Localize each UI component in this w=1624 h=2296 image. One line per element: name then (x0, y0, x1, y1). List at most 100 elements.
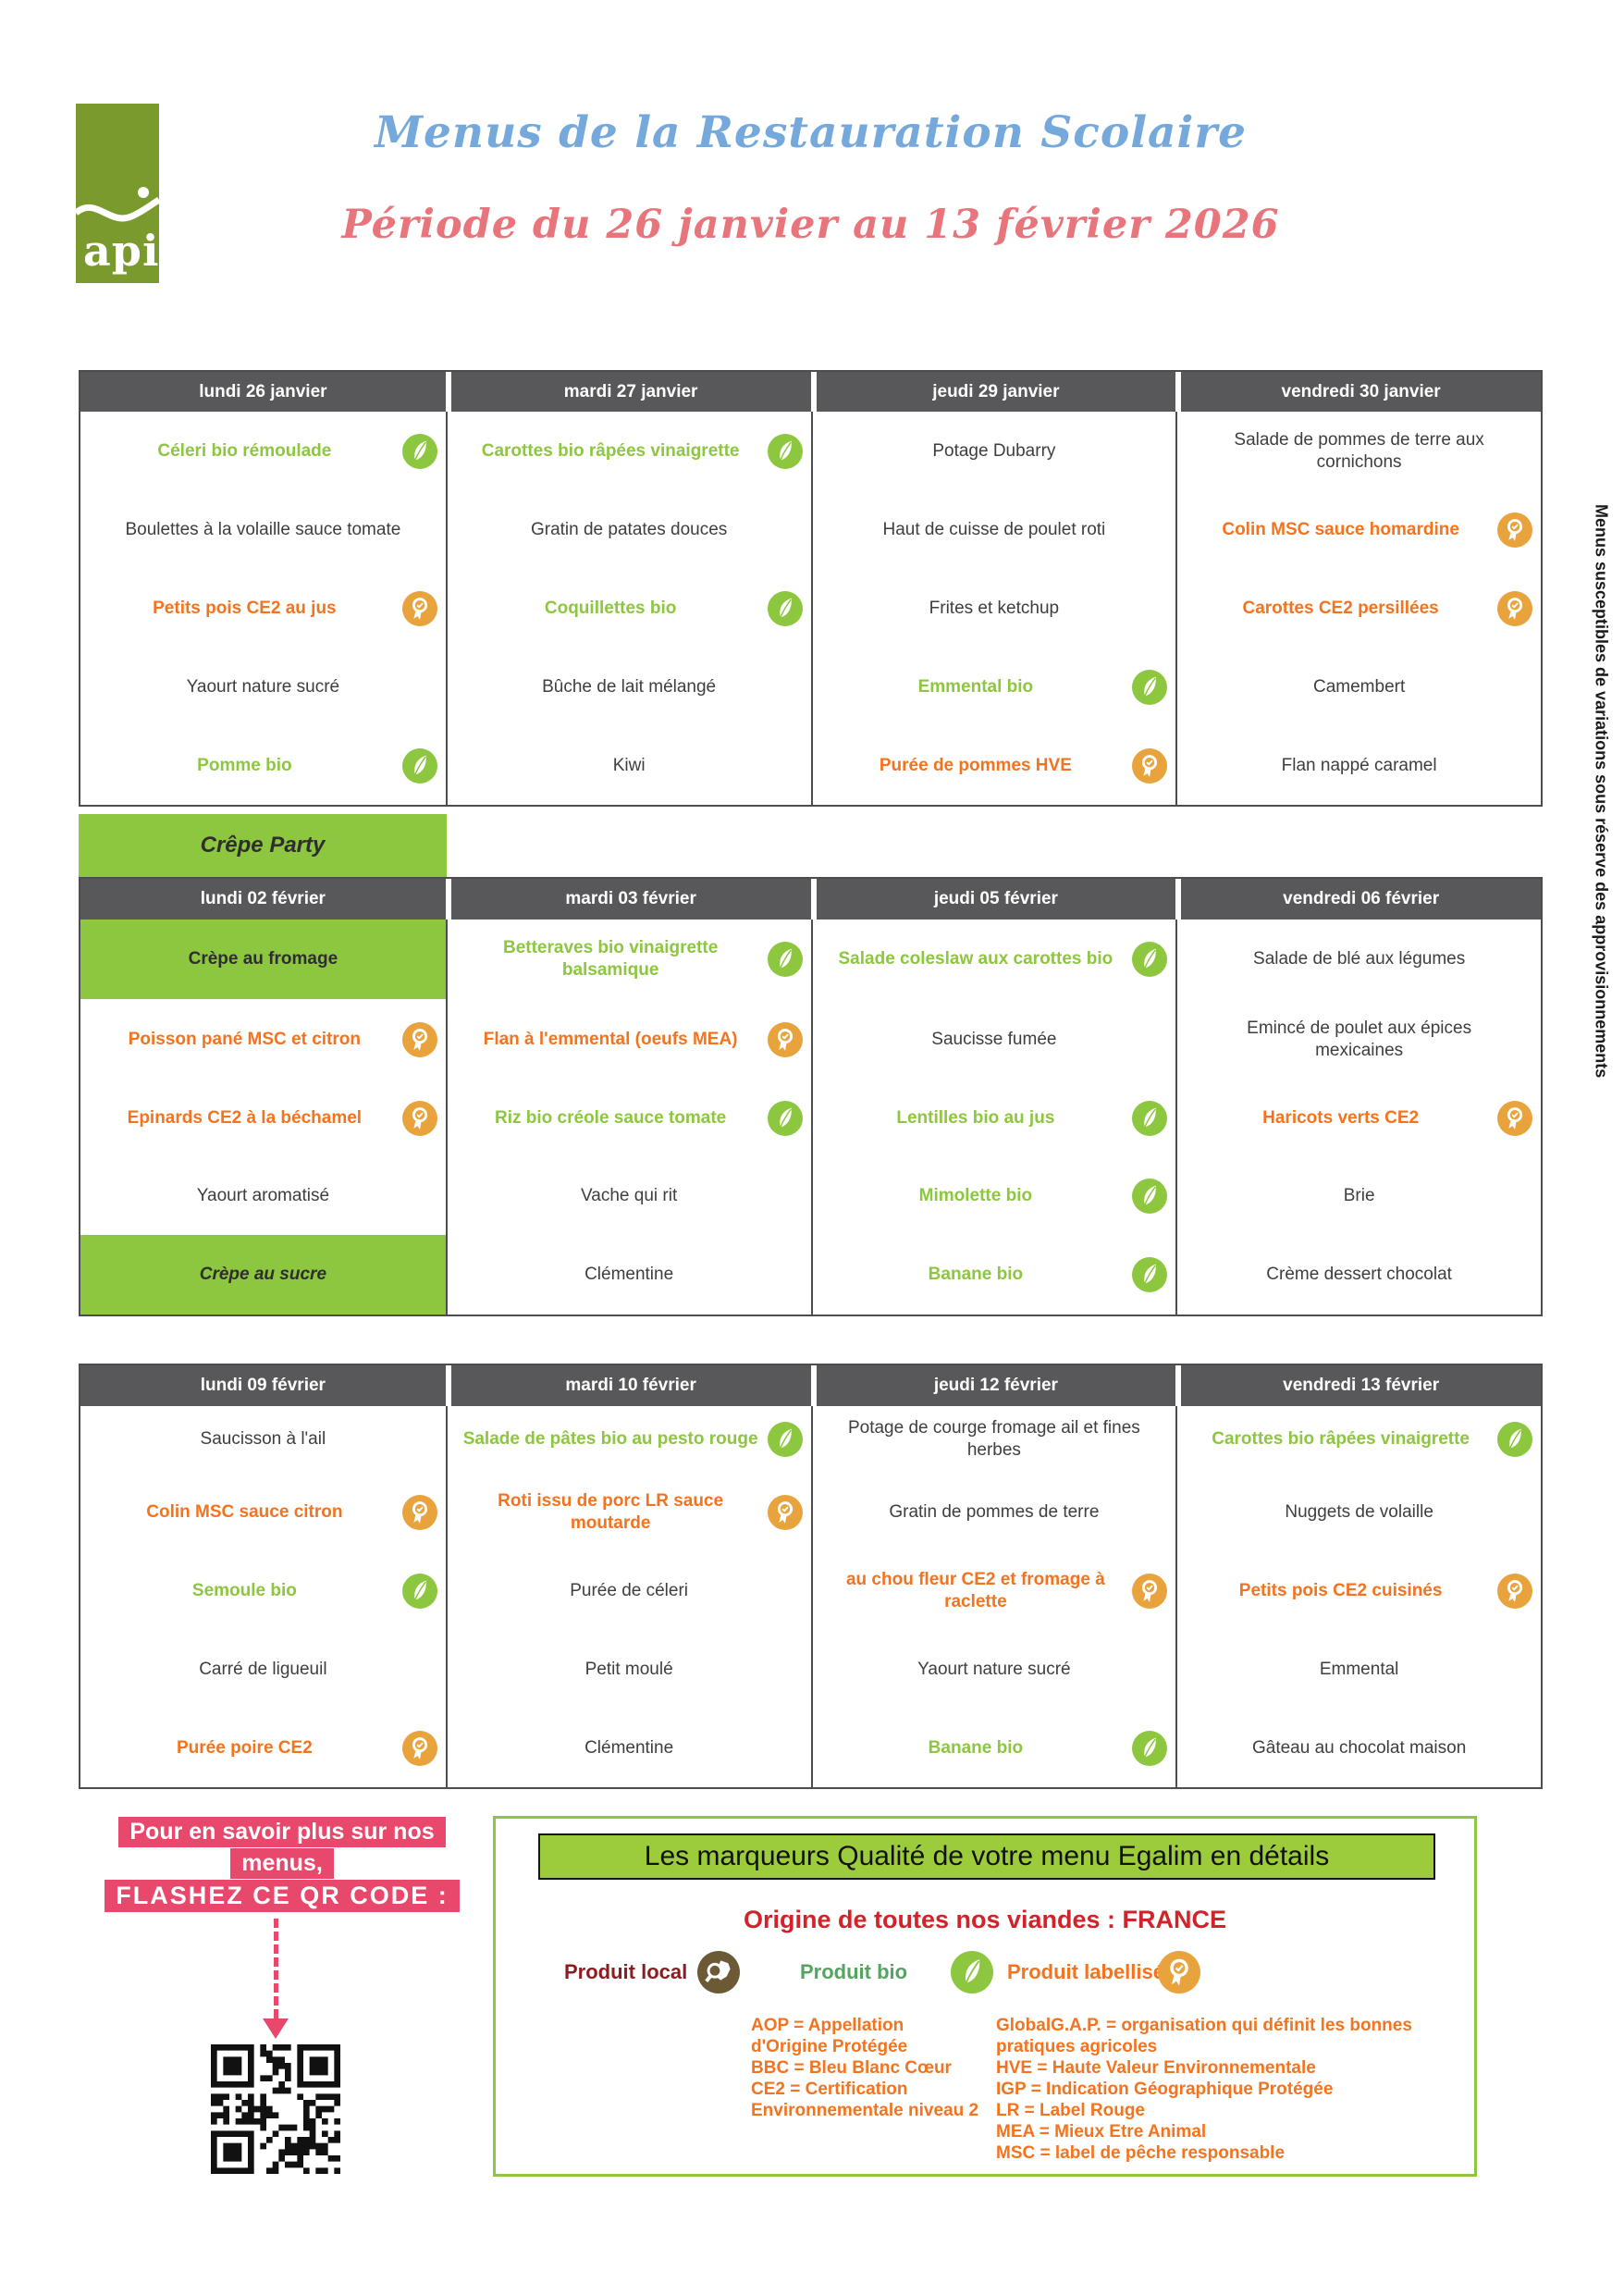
menu-item: Pomme bio (80, 726, 446, 805)
menu-item: Carottes CE2 persillées (1175, 569, 1541, 648)
menu-item: Kiwi (445, 726, 811, 805)
legend-definition-line: LR = Label Rouge (996, 2101, 1145, 2120)
day-header: mardi 10 février (445, 1365, 811, 1406)
bio-leaf-icon (1132, 1257, 1168, 1292)
menu-item: Carottes bio râpées vinaigrette (1175, 1406, 1541, 1473)
legend-definition-line: IGP = Indication Géographique Protégée (996, 2080, 1334, 2099)
bio-leaf-icon (767, 590, 803, 626)
menu-item-label: Salade de pâtes bio au pesto rouge (462, 1429, 758, 1450)
menu-item-label: Flan à l'emmental (oeufs MEA) (483, 1029, 738, 1049)
week-table-1: lundi 26 janvier Céleri bio rémoulade Bou… (79, 370, 1543, 807)
menu-item-label: Crèpe au sucre (199, 1265, 327, 1285)
menu-item-label: Petit moulé (584, 1659, 673, 1679)
menu-item: Purée de céleri (445, 1551, 811, 1630)
menu-item: Betteraves bio vinaigrette balsamique (445, 920, 811, 999)
menu-item: Flan nappé caramel (1175, 726, 1541, 805)
qr-callout-line3: FLASHEZ CE QR CODE : (105, 1880, 460, 1912)
qr-code (211, 2044, 340, 2174)
menu-item: Colin MSC sauce homardine (1175, 490, 1541, 569)
day-header: mardi 27 janvier (445, 372, 811, 412)
menu-item: Yaourt aromatisé (80, 1156, 446, 1235)
bio-leaf-icon (767, 942, 803, 977)
menu-item: Epinards CE2 à la béchamel (80, 1080, 446, 1156)
menu-item-label: Lentilles bio au jus (896, 1107, 1055, 1128)
menu-item: Mimolette bio (810, 1156, 1176, 1235)
legend-definition-line: CE2 = Certification (751, 2080, 908, 2099)
menu-item-label: Carottes bio râpées vinaigrette (1212, 1429, 1470, 1450)
legend-definition-line: MEA = Mieux Etre Animal (996, 2122, 1207, 2142)
menu-item-label: au chou fleur CE2 et fromage à raclette (845, 1569, 1105, 1611)
bio-leaf-icon (401, 747, 437, 784)
menu-item: Petit moulé (445, 1630, 811, 1709)
menu-item: Potage Dubarry (810, 412, 1176, 490)
day-header: mardi 03 février (445, 879, 811, 920)
day-header: lundi 09 février (80, 1365, 446, 1406)
legend-definitions-col2: GlobalG.A.P. = organisation qui définit … (996, 2015, 1412, 2164)
menu-item-label: Emmental (1319, 1659, 1399, 1679)
label-medal-icon (401, 1494, 437, 1530)
menu-item: Petits pois CE2 au jus (80, 569, 446, 648)
menu-item-label: Betteraves bio vinaigrette balsamique (502, 938, 719, 980)
menu-item-label: Carottes CE2 persillées (1242, 598, 1439, 618)
day-header: lundi 26 janvier (80, 372, 446, 412)
day-header: lundi 02 février (80, 879, 446, 920)
menu-item: Carré de ligueuil (80, 1630, 446, 1709)
menu-item: Roti issu de porc LR sauce moutarde (445, 1473, 811, 1551)
bio-leaf-icon (767, 433, 803, 469)
menu-item: Saucisse fumée (810, 999, 1176, 1080)
menu-item: Emincé de poulet aux épices mexicaines (1175, 999, 1541, 1080)
label-medal-icon (1132, 747, 1168, 784)
menu-item-label: Semoule bio (191, 1580, 297, 1600)
menu-item: Frites et ketchup (810, 569, 1176, 648)
menu-item: au chou fleur CE2 et fromage à raclette (810, 1551, 1176, 1630)
menu-item: Clémentine (445, 1709, 811, 1787)
menu-item: Salade coleslaw aux carottes bio (810, 920, 1176, 999)
label-medal-icon (1497, 590, 1532, 626)
menu-item: Purée de pommes HVE (810, 726, 1176, 805)
menu-item-label: Crèpe au fromage (188, 949, 338, 969)
menu-item-label: Mimolette bio (918, 1185, 1033, 1205)
label-medal-icon (401, 1730, 437, 1766)
menu-item-label: Haricots verts CE2 (1262, 1107, 1420, 1128)
legend-markers: Produit local Produit bio Produit labell… (496, 1950, 1474, 1994)
logo-text: api (83, 226, 160, 276)
menu-item: Gratin de pommes de terre (810, 1473, 1176, 1551)
label-medal-icon (401, 590, 437, 626)
legend-definition-line: MSC = label de pêche responsable (996, 2143, 1286, 2163)
legend-definitions-col1: AOP = Appellation d'Origine Protégée BBC =… (751, 2015, 978, 2121)
label-medal-icon (767, 1494, 803, 1530)
bio-leaf-icon (767, 1100, 803, 1136)
menu-item-label: Nuggets de volaille (1285, 1501, 1433, 1522)
bio-leaf-icon (1132, 942, 1168, 977)
menu-item-label: Colin MSC sauce citron (146, 1501, 343, 1522)
day-header: jeudi 29 janvier (810, 372, 1176, 412)
menu-item-label: Yaourt nature sucré (917, 1659, 1071, 1679)
legend-definition-line: pratiques agricoles (996, 2037, 1158, 2056)
menu-item-label: Carré de ligueuil (199, 1659, 327, 1679)
menu-item: Banane bio (810, 1235, 1176, 1315)
side-note: Menus susceptibles de variations sous ré… (1592, 504, 1611, 1079)
bio-leaf-icon (951, 1951, 993, 1994)
menu-item-label: Poisson pané MSC et citron (128, 1029, 361, 1049)
dashed-arrow-line (274, 1919, 278, 2018)
menu-item: Gâteau au chocolat maison (1175, 1709, 1541, 1787)
menu-item-label: Kiwi (612, 755, 646, 775)
menu-item-label: Flan nappé caramel (1281, 755, 1437, 775)
day-header: jeudi 05 février (810, 879, 1176, 920)
menu-item-label: Yaourt aromatisé (196, 1185, 330, 1205)
menu-item-label: Coquillettes bio (544, 598, 677, 618)
menu-item: Coquillettes bio (445, 569, 811, 648)
menu-item: Haut de cuisse de poulet roti (810, 490, 1176, 569)
menu-item-label: Céleri bio rémoulade (157, 440, 332, 461)
bio-leaf-icon (1132, 1100, 1168, 1136)
menu-item: Potage de courge fromage ail et fines he… (810, 1406, 1176, 1473)
menu-item-label: Brie (1343, 1185, 1375, 1205)
legend-definition-line: HVE = Haute Valeur Environnementale (996, 2058, 1316, 2078)
arrow-down-icon (263, 2018, 289, 2039)
menu-item: Clémentine (445, 1235, 811, 1315)
bio-leaf-icon (401, 1573, 437, 1609)
menu-item: Boulettes à la volaille sauce tomate (80, 490, 446, 569)
day-header: jeudi 12 février (810, 1365, 1176, 1406)
menu-item-label: Bûche de lait mélangé (542, 676, 717, 697)
